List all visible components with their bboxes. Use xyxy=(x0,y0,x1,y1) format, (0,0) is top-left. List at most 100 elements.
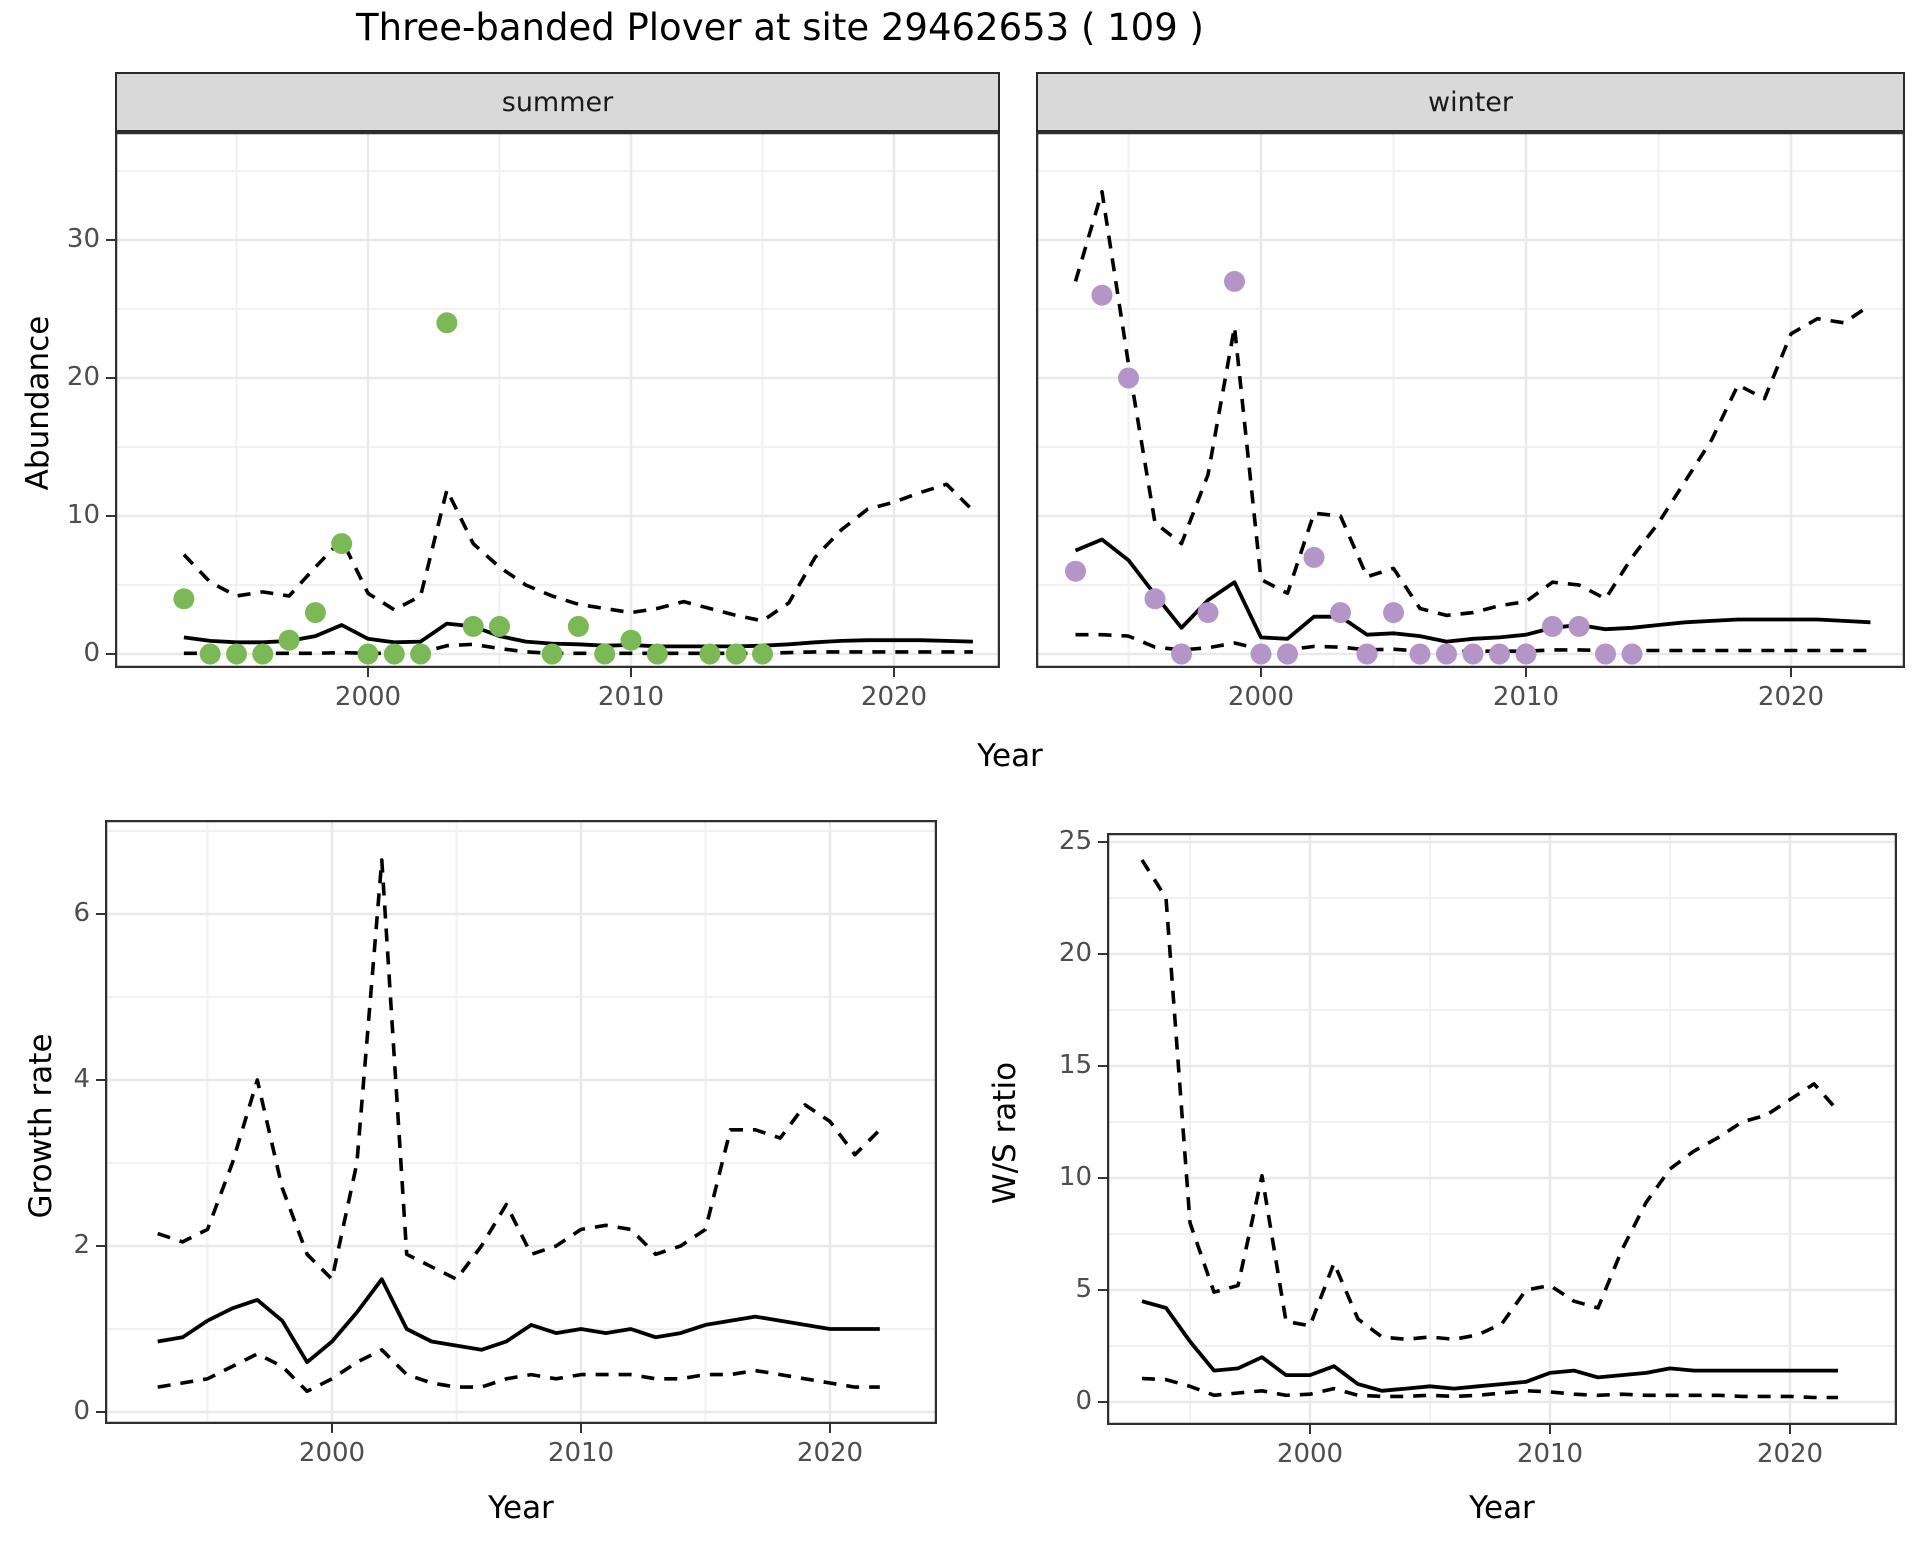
winter-observation-point xyxy=(1489,643,1510,665)
axis-tick-mark xyxy=(1548,1425,1552,1434)
ws-y-tick-label: 15 xyxy=(1058,1050,1092,1080)
ws-x-tick-label: 2020 xyxy=(1756,1439,1824,1469)
axis-tick-mark xyxy=(629,668,633,677)
summer-observation-point xyxy=(357,643,379,665)
panel-border xyxy=(1036,132,1905,668)
winter-observation-point xyxy=(1409,643,1431,665)
panel-growth-rate xyxy=(105,820,937,1424)
winter-observation-point xyxy=(1171,643,1192,665)
ws-upper95-line xyxy=(1140,858,1840,1342)
growth-lower95-line xyxy=(157,1347,880,1394)
winter-observation-point xyxy=(1383,602,1404,624)
summer-observation-point xyxy=(226,643,247,665)
summer-observation-point xyxy=(594,643,616,665)
facet-strip-winter-label: winter xyxy=(1428,86,1513,118)
facet-strip-summer-label: summer xyxy=(501,86,614,118)
axis-tick-mark xyxy=(1098,1400,1107,1404)
winter-observation-point xyxy=(1621,643,1643,665)
summer-observation-point xyxy=(489,615,510,637)
ws-y-tick-label: 20 xyxy=(1058,938,1092,968)
winter-observation-point xyxy=(1197,602,1219,624)
winter-observation-point xyxy=(1462,643,1484,665)
axis-tick-mark xyxy=(1788,1425,1792,1434)
growth-y-tick-label: 0 xyxy=(73,1396,90,1426)
summer-observation-point xyxy=(646,643,668,665)
axis-tick-mark xyxy=(96,1078,105,1082)
axis-tick-mark xyxy=(106,238,115,242)
growth-upper95-line xyxy=(157,858,882,1282)
axis-tick-mark xyxy=(106,514,115,518)
summer-observation-point xyxy=(699,643,721,665)
panel-border xyxy=(1107,833,1897,1425)
summer-observation-point xyxy=(567,615,589,637)
axis-tick-mark xyxy=(96,912,105,916)
axis-tick-mark xyxy=(1098,952,1107,956)
winter-x-tick-label: 2010 xyxy=(1492,682,1560,712)
ws-x-tick-label: 2000 xyxy=(1276,1439,1344,1469)
ws-median-line xyxy=(1141,1299,1838,1393)
summer-y-tick-label: 10 xyxy=(66,500,100,530)
summer-observation-point xyxy=(436,312,458,334)
panel-winter-abundance xyxy=(1036,132,1905,668)
summer-observation-point xyxy=(620,629,642,651)
growth-x-tick-label: 2010 xyxy=(547,1438,615,1468)
ws-y-tick-label: 0 xyxy=(1075,1386,1092,1416)
summer-lower95-line xyxy=(183,642,973,656)
winter-observation-point xyxy=(1515,643,1537,665)
summer-y-tick-label: 30 xyxy=(66,224,100,254)
winter-observation-point xyxy=(1144,588,1166,610)
winter-x-tick-label: 2000 xyxy=(1227,682,1295,712)
axis-tick-mark xyxy=(1259,668,1263,677)
summer-observation-point xyxy=(410,643,432,665)
axis-tick-mark xyxy=(828,1424,832,1433)
summer-observation-point xyxy=(278,629,300,651)
winter-observation-point xyxy=(1436,643,1457,665)
winter-median-line xyxy=(1074,537,1871,644)
winter-observation-point xyxy=(1303,546,1325,568)
ws-lower95-line xyxy=(1141,1376,1838,1400)
summer-observation-point xyxy=(383,643,405,665)
winter-observation-point xyxy=(1568,615,1590,637)
summer-observation-point xyxy=(252,643,274,665)
summer-observation-point xyxy=(304,602,326,624)
y-axis-title-abundance: Abundance xyxy=(20,315,56,491)
growth-median-line xyxy=(157,1277,880,1365)
summer-y-tick-label: 20 xyxy=(66,362,100,392)
summer-observation-point xyxy=(199,643,221,665)
winter-observation-point xyxy=(1356,643,1378,665)
axis-tick-mark xyxy=(892,668,896,677)
summer-observation-point xyxy=(752,643,773,665)
axis-tick-mark xyxy=(366,668,370,677)
axis-tick-mark xyxy=(1524,668,1528,677)
summer-x-tick-label: 2000 xyxy=(334,682,402,712)
winter-observation-point xyxy=(1091,284,1113,306)
summer-upper95-line xyxy=(182,482,975,623)
winter-observation-point xyxy=(1065,560,1086,582)
y-axis-title-growth-rate: Growth rate xyxy=(23,1033,59,1219)
axis-tick-mark xyxy=(96,1244,105,1248)
growth-y-tick-label: 6 xyxy=(73,898,90,928)
summer-observation-point xyxy=(173,588,195,610)
axis-tick-mark xyxy=(579,1424,583,1433)
growth-y-tick-label: 2 xyxy=(73,1230,90,1260)
growth-x-tick-label: 2000 xyxy=(298,1438,366,1468)
axis-tick-mark xyxy=(330,1424,334,1433)
winter-observation-point xyxy=(1118,367,1139,389)
facet-strip-winter: winter xyxy=(1036,72,1905,134)
growth-x-tick-label: 2020 xyxy=(796,1438,864,1468)
panel-border xyxy=(115,132,1000,668)
panel-ws-ratio xyxy=(1107,833,1897,1425)
winter-upper95-line xyxy=(1073,189,1872,618)
ws-y-tick-label: 10 xyxy=(1058,1162,1092,1192)
figure-title: Three-banded Plover at site 29462653 ( 1… xyxy=(356,6,1204,49)
winter-observation-point xyxy=(1330,602,1351,624)
ws-y-tick-label: 25 xyxy=(1058,826,1092,856)
axis-tick-mark xyxy=(1098,1176,1107,1180)
winter-x-tick-label: 2020 xyxy=(1757,682,1825,712)
axis-tick-mark xyxy=(1098,1288,1107,1292)
axis-tick-mark xyxy=(96,1410,105,1414)
summer-observation-point xyxy=(331,533,353,555)
panel-summer-abundance xyxy=(115,132,1000,668)
summer-x-tick-label: 2020 xyxy=(860,682,928,712)
